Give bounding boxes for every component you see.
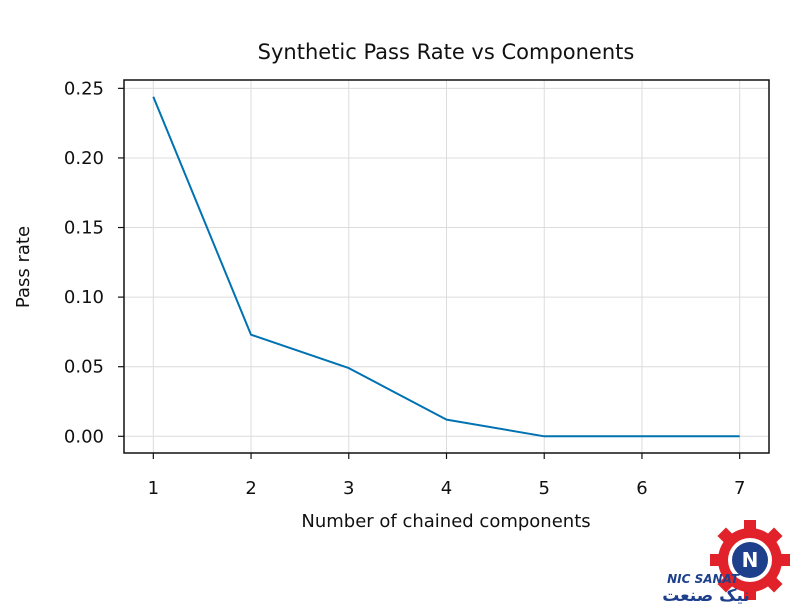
x-tick-label: 2: [245, 478, 256, 499]
y-tick-label: 0.05: [64, 357, 104, 378]
x-tick-label: 6: [636, 478, 647, 499]
grid: [124, 80, 769, 453]
data-point: [250, 334, 252, 336]
x-axis-title: Number of chained components: [301, 511, 590, 532]
x-tick-label: 4: [441, 478, 452, 499]
gear-icon: N: [710, 520, 790, 600]
series-line: [152, 96, 740, 438]
y-tick-label: 0.10: [64, 287, 104, 308]
data-point: [543, 435, 545, 437]
data-point: [348, 367, 350, 369]
y-tick-label: 0.15: [64, 218, 104, 239]
logo-name-en: NIC SANAT: [667, 572, 740, 586]
x-tick-label: 5: [539, 478, 550, 499]
x-tick-label: 3: [343, 478, 354, 499]
x-tick-label: 7: [734, 478, 745, 499]
nic-sanat-logo: N NIC SANAT نیک صنعت: [662, 520, 790, 606]
data-point: [739, 435, 741, 437]
y-tick-label: 0.00: [64, 426, 104, 447]
data-point: [446, 419, 448, 421]
logo-name-fa: نیک صنعت: [662, 586, 750, 606]
svg-text:N: N: [742, 548, 759, 572]
x-tick-label: 1: [148, 478, 159, 499]
data-point: [641, 435, 643, 437]
y-axis-title: Pass rate: [13, 226, 34, 308]
axis-ticks: 1 2 3 4 5 6 7 0.00 0.05 0.10 0.15 0.20 0.25: [64, 78, 745, 499]
data-point: [152, 96, 154, 98]
y-tick-label: 0.25: [64, 78, 104, 99]
y-tick-label: 0.20: [64, 148, 104, 169]
chart-title: Synthetic Pass Rate vs Components: [258, 40, 635, 64]
